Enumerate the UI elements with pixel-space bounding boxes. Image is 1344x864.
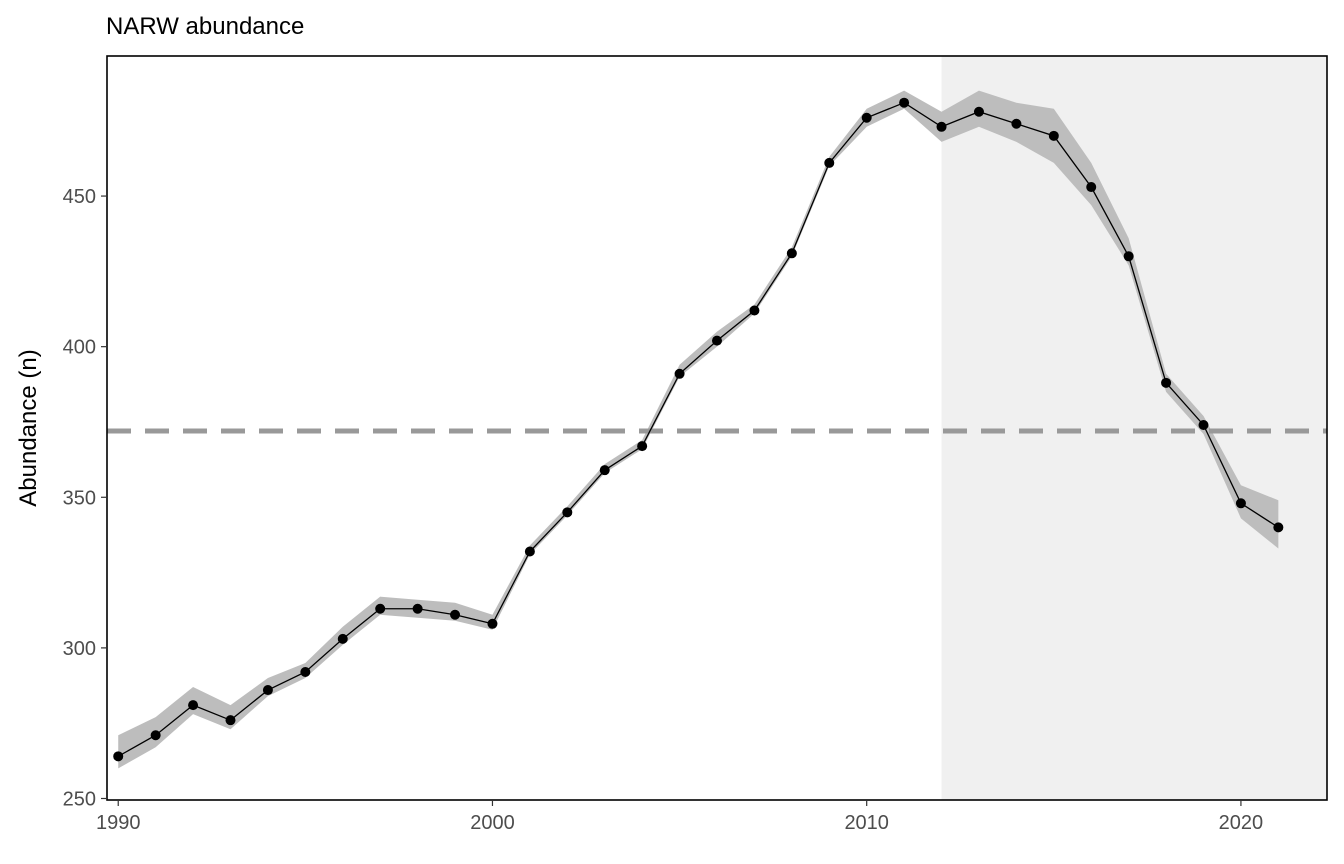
data-point: [936, 121, 947, 132]
data-point: [973, 106, 984, 117]
data-point: [1086, 182, 1097, 193]
data-point: [637, 441, 648, 452]
y-tick-label: 250: [63, 788, 96, 810]
data-point: [375, 603, 386, 614]
data-point: [1048, 130, 1059, 141]
data-point: [861, 112, 872, 123]
data-point: [1273, 522, 1284, 533]
data-point: [1011, 118, 1022, 129]
data-point: [524, 546, 535, 557]
data-point: [188, 700, 199, 711]
data-point: [899, 97, 910, 108]
x-axis: 1990 2000 2010 2020: [96, 800, 1263, 834]
plot-panel-border: [106, 55, 1328, 801]
data-point: [1235, 498, 1246, 509]
data-point: [450, 609, 461, 620]
data-point: [599, 465, 610, 476]
y-tick-label: 350: [63, 487, 96, 509]
x-tick-label: 1990: [96, 812, 141, 834]
data-point: [562, 507, 573, 518]
data-point: [786, 248, 797, 259]
y-tick-label: 400: [63, 337, 96, 359]
projection-shaded-region: [941, 56, 1327, 800]
y-tick-label: 300: [63, 638, 96, 660]
x-tick-label: 2000: [470, 812, 515, 834]
x-tick-label: 2020: [1219, 812, 1264, 834]
data-point: [225, 715, 236, 726]
data-point: [337, 633, 348, 644]
data-point: [749, 305, 760, 316]
data-point: [1123, 251, 1134, 262]
y-axis-label: Abundance (n): [15, 349, 42, 506]
y-tick-label: 450: [63, 186, 96, 208]
data-point: [300, 666, 311, 677]
data-point: [262, 685, 273, 696]
abundance-line: [117, 101, 1279, 757]
data-point: [113, 751, 124, 762]
shaded-region-rect: [941, 56, 1327, 800]
data-point: [412, 603, 423, 614]
data-point: [712, 335, 722, 346]
data-point: [674, 368, 685, 379]
chart-title: NARW abundance: [106, 13, 304, 40]
data-point: [150, 730, 161, 741]
data-points: [113, 97, 1284, 762]
series-line: [117, 101, 1279, 757]
y-axis: 250 300 350 400 450: [63, 186, 107, 810]
data-point: [1161, 377, 1172, 388]
x-tick-label: 2010: [844, 812, 889, 834]
data-point: [824, 157, 835, 168]
data-point: [1198, 419, 1209, 430]
data-point: [487, 618, 498, 629]
